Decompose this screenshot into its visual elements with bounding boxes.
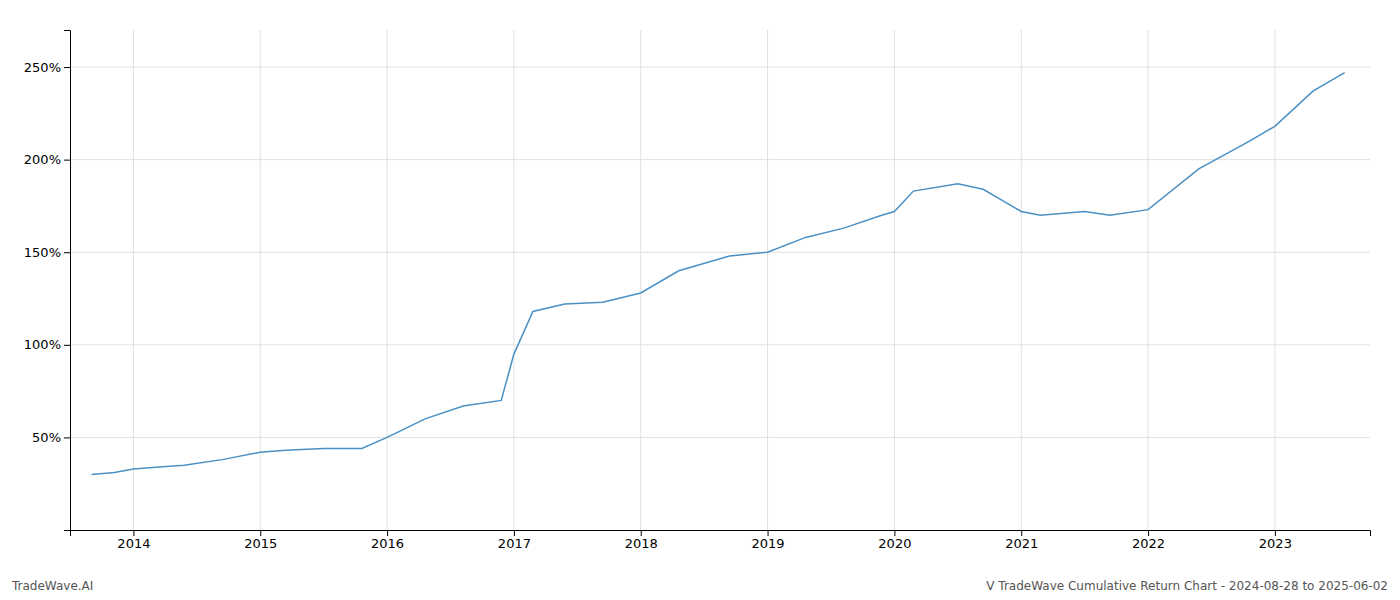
x-tick: 2020 — [878, 530, 911, 551]
x-tick-mark — [514, 530, 515, 536]
footer-text: TradeWave.AI — [11, 579, 93, 593]
x-tick: 2021 — [1005, 530, 1038, 551]
x-tick: 2018 — [625, 530, 658, 551]
x-tick: 2015 — [244, 530, 277, 551]
x-grid-line — [260, 30, 261, 530]
x-tick-label: 2016 — [371, 536, 404, 551]
x-grid-line — [1021, 30, 1022, 530]
x-tick-mark — [641, 530, 642, 536]
x-tick: 2014 — [117, 530, 150, 551]
x-tick-mark — [1021, 530, 1022, 536]
y-tick: 100% — [24, 337, 70, 352]
grid — [70, 30, 1370, 530]
y-tick-label: 100% — [24, 337, 61, 352]
x-grid-line — [894, 30, 895, 530]
y-tick-mark — [64, 437, 70, 438]
x-tick-mark — [1275, 530, 1276, 536]
y-tick-mark — [64, 67, 70, 68]
x-tick-label: 2023 — [1259, 536, 1292, 551]
x-tick-mark — [133, 530, 134, 536]
x-tick-label: 2018 — [625, 536, 658, 551]
y-tick-label: 200% — [24, 152, 61, 167]
y-grid-line — [70, 252, 1370, 253]
x-axis: 2014 2015 2016 2017 2018 2019 2020 2021 2022 2023 — [71, 530, 1371, 551]
y-grid-line — [70, 344, 1370, 345]
footer: TradeWave.AI V TradeWave Cumulative Retur… — [11, 579, 1388, 593]
y-tick-mark — [64, 252, 70, 253]
y-tick-label: 250% — [24, 60, 61, 75]
x-grid-line — [1274, 30, 1275, 530]
x-grid-line — [1148, 30, 1149, 530]
y-tick: 50% — [32, 430, 70, 445]
y-tick: 150% — [24, 245, 70, 260]
x-axis-line — [71, 531, 1371, 537]
x-tick: 2019 — [752, 530, 785, 551]
y-axis: 50% 100% 150% 200% 250% — [24, 31, 71, 531]
x-tick-label: 2017 — [498, 536, 531, 551]
x-tick-label: 2021 — [1005, 536, 1038, 551]
x-tick: 2017 — [498, 530, 531, 551]
x-tick: 2022 — [1132, 530, 1165, 551]
x-grid-line — [133, 30, 134, 530]
x-tick-mark — [387, 530, 388, 536]
y-tick-label: 150% — [24, 245, 61, 260]
y-grid-line — [70, 159, 1370, 160]
y-tick-mark — [64, 345, 70, 346]
x-tick: 2016 — [371, 530, 404, 551]
x-tick-mark — [894, 530, 895, 536]
x-tick: 2023 — [1259, 530, 1292, 551]
x-grid-line — [640, 30, 641, 530]
y-tick-mark — [64, 160, 70, 161]
plot-area — [92, 73, 1345, 475]
x-tick-mark — [260, 530, 261, 536]
y-tick: 200% — [24, 152, 70, 167]
y-tick-label: 50% — [32, 430, 61, 445]
x-tick-label: 2022 — [1132, 536, 1165, 551]
line — [92, 73, 1345, 475]
chart: 2014 2015 2016 2017 2018 2019 2020 2021 2022 2023… — [0, 0, 1400, 600]
x-tick-label: 2020 — [878, 536, 911, 551]
x-tick-mark — [768, 530, 769, 536]
x-tick-mark — [1148, 530, 1149, 536]
y-axis-line — [64, 31, 71, 531]
footer-text: V TradeWave Cumulative Return Chart - 20… — [986, 579, 1388, 593]
y-grid-line — [70, 437, 1370, 438]
x-tick-label: 2015 — [244, 536, 277, 551]
chart-container: 2014 2015 2016 2017 2018 2019 2020 2021 2022 2023… — [0, 0, 1400, 600]
x-grid-line — [387, 30, 388, 530]
x-tick-label: 2014 — [117, 536, 150, 551]
x-tick-label: 2019 — [752, 536, 785, 551]
x-grid-line — [767, 30, 768, 530]
y-grid-line — [70, 67, 1370, 68]
y-tick: 250% — [24, 60, 70, 75]
x-grid-line — [513, 30, 514, 530]
